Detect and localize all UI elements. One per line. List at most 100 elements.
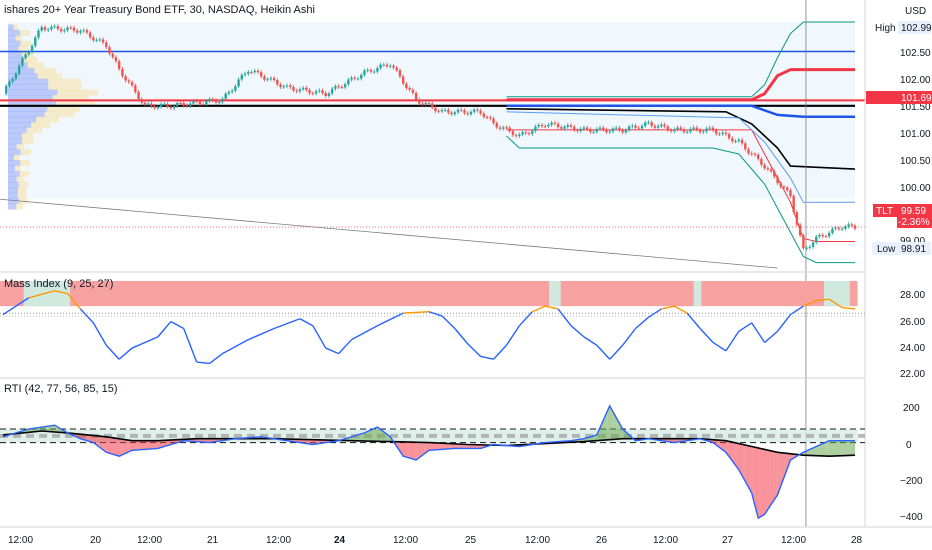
- rti-fill-negative: [90, 435, 93, 443]
- volume-profile-bar: [16, 143, 24, 150]
- candle-body: [850, 224, 853, 226]
- rti-fill-negative: [450, 443, 453, 449]
- candle-body: [50, 26, 53, 30]
- candle-body: [376, 68, 379, 72]
- rti-fill-negative: [201, 438, 204, 443]
- volume-profile-bar: [8, 154, 15, 161]
- candle-body: [479, 110, 482, 114]
- volume-profile-bar: [8, 29, 21, 36]
- volume-profile-bar: [8, 78, 49, 85]
- time-tick: 27: [722, 535, 734, 546]
- rti-fill-negative: [149, 440, 153, 450]
- candle-body: [592, 131, 595, 133]
- mass-index-segment: [505, 325, 520, 346]
- rti-fill-negative: [126, 439, 129, 453]
- mass-index-panel[interactable]: [0, 281, 865, 365]
- candle-body: [695, 127, 699, 130]
- candle-body: [82, 30, 85, 32]
- trendline: [0, 198, 778, 269]
- high-label-bg: [872, 21, 898, 34]
- candle-body: [105, 42, 108, 48]
- rti-axis[interactable]: 200 0 −200 −400: [900, 403, 923, 523]
- rti-fill-negative: [132, 440, 136, 451]
- candle-body: [340, 86, 344, 88]
- candle-body: [460, 109, 463, 111]
- rti-fill-negative: [469, 444, 472, 449]
- mass-index-segment: [790, 305, 804, 316]
- rti-fill-negative: [739, 443, 743, 476]
- candle-body: [650, 122, 653, 126]
- mass-index-segment: [816, 298, 830, 302]
- candle-body: [756, 154, 760, 159]
- candle-body: [789, 190, 792, 197]
- candle-body: [656, 126, 660, 128]
- rti-fill-positive: [848, 440, 851, 456]
- volume-profile-bar: [44, 111, 75, 118]
- volume-profile-bar: [37, 73, 63, 80]
- price-panel[interactable]: [8, 22, 855, 210]
- candle-body: [566, 125, 569, 127]
- mass-index-axis[interactable]: 28.00 26.00 24.00 22.00: [900, 290, 925, 380]
- candle-body: [689, 128, 692, 132]
- time-tick: 12:00: [781, 535, 806, 546]
- candle-body: [808, 246, 812, 248]
- volume-profile-bar: [8, 198, 20, 205]
- rti-fill-negative: [203, 438, 206, 443]
- rti-fill-positive: [603, 414, 606, 441]
- rti-tick: 200: [903, 403, 920, 414]
- candle-body: [815, 236, 818, 243]
- range-background: [8, 22, 855, 200]
- candle-body: [582, 127, 586, 129]
- candle-body: [230, 90, 234, 92]
- price-axis[interactable]: 102.50 102.00 101.50 101.00 100.50 100.0…: [900, 48, 931, 247]
- candle-body: [669, 130, 673, 132]
- rti-fill-negative: [786, 453, 789, 470]
- candle-body: [727, 133, 731, 139]
- volume-profile-bar: [8, 127, 27, 134]
- candle-body: [166, 103, 169, 107]
- mass-index-segment: [157, 321, 172, 338]
- candle-body: [311, 93, 315, 95]
- candle-body: [37, 30, 40, 38]
- volume-profile-bar: [34, 67, 57, 74]
- mass-index-segment: [196, 361, 210, 365]
- candle-body: [679, 127, 682, 130]
- rti-fill-positive: [37, 427, 40, 432]
- candle-body: [518, 134, 521, 136]
- low-value: 98.91: [901, 244, 926, 255]
- candle-body: [760, 158, 763, 165]
- rti-fill-negative: [313, 439, 317, 445]
- candle-body: [418, 99, 421, 104]
- rti-fill-negative: [107, 436, 110, 454]
- candle-body: [27, 51, 31, 55]
- rti-fill-positive: [812, 447, 815, 456]
- candle-body: [537, 124, 540, 127]
- rti-fill-positive: [837, 440, 841, 456]
- candle-body: [259, 72, 263, 77]
- mass-bg-gap: [693, 281, 702, 307]
- candle-body: [356, 78, 360, 80]
- candle-body: [324, 92, 327, 96]
- rti-fill-negative: [443, 443, 447, 450]
- envelope-black: [506, 108, 856, 170]
- rti-fill-negative: [776, 451, 779, 497]
- rti-panel[interactable]: [0, 404, 865, 520]
- mass-tick: 28.00: [900, 290, 925, 301]
- candle-body: [363, 70, 366, 75]
- rti-fill-negative: [137, 440, 140, 450]
- candle-body: [40, 27, 43, 31]
- candle-body: [631, 125, 634, 127]
- rti-signal-line: [2, 430, 856, 458]
- candle-body: [485, 116, 489, 118]
- time-axis[interactable]: 12:00 20 12:00 21 12:00 24 12:00 25 12:0…: [8, 535, 863, 546]
- low-value-bg: [898, 242, 931, 255]
- volume-profile-bar: [8, 40, 21, 47]
- candle-body: [46, 29, 50, 31]
- candle-body: [818, 234, 821, 237]
- candle-body: [34, 37, 37, 46]
- mass-index-segment: [635, 316, 649, 330]
- candle-body: [811, 242, 815, 247]
- high-label-group: High 102.99: [872, 21, 932, 34]
- rti-fill-positive: [382, 430, 385, 442]
